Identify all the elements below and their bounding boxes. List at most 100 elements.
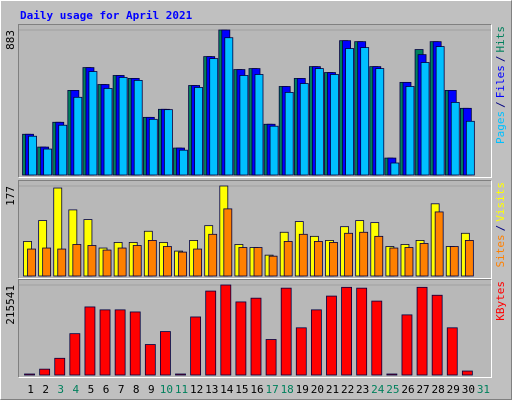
bar [175, 373, 186, 376]
bar [69, 333, 81, 376]
bar [84, 306, 96, 376]
legend-separator: / [494, 101, 507, 108]
bar [310, 309, 322, 376]
bar [345, 48, 354, 176]
x-tick-label: 25 [386, 383, 399, 396]
bar [313, 241, 323, 277]
x-tick-label: 5 [88, 383, 95, 396]
bar [283, 241, 293, 277]
bar [238, 247, 248, 277]
bar [359, 231, 369, 277]
bar [435, 46, 445, 176]
legend-entry: Hits [494, 26, 507, 53]
bar [464, 240, 474, 277]
bar [144, 344, 156, 376]
bar [239, 75, 249, 176]
bar [147, 240, 157, 277]
chart-title: Daily usage for April 2021 [20, 9, 193, 22]
legend-separator: / [494, 225, 507, 232]
x-tick-label: 21 [326, 383, 339, 396]
bar [209, 58, 219, 176]
bar [254, 74, 264, 176]
x-tick-label: 10 [160, 383, 173, 396]
y-tick-label: 883 [4, 30, 17, 50]
x-tick-label: 1 [27, 383, 34, 396]
bar [375, 68, 385, 176]
bar [446, 327, 458, 376]
bar [27, 248, 36, 277]
panel-bevel-light [18, 279, 492, 378]
bar [404, 247, 414, 277]
x-tick-label: 31 [477, 383, 490, 396]
bar [386, 373, 398, 376]
bar [179, 149, 188, 176]
bar [268, 255, 278, 277]
bar [72, 244, 82, 277]
bar [39, 368, 51, 376]
bar [360, 47, 370, 176]
bar [118, 77, 128, 176]
bar [250, 297, 262, 376]
x-tick-label: 4 [73, 383, 80, 396]
bar [129, 311, 141, 376]
x-tick-label: 3 [57, 383, 64, 396]
bar [224, 37, 234, 176]
bar [133, 80, 143, 176]
bar [163, 246, 172, 277]
panel-bevel-light [18, 24, 492, 178]
x-tick-label: 12 [190, 383, 203, 396]
x-tick-label: 9 [148, 383, 155, 396]
bar [356, 287, 368, 376]
bar [314, 68, 324, 176]
bar [42, 247, 52, 277]
bar [389, 247, 399, 277]
bar [160, 331, 171, 376]
bar [299, 83, 309, 176]
x-tick-label: 24 [371, 383, 385, 396]
x-tick-label: 7 [118, 383, 125, 396]
bar [24, 373, 35, 376]
panel-bevel-dark [18, 279, 492, 378]
bar [220, 284, 232, 376]
x-tick-label: 15 [235, 383, 248, 396]
bar [73, 96, 83, 176]
bar [88, 71, 98, 176]
bar [431, 294, 443, 376]
x-tick-label: 30 [462, 383, 475, 396]
bar [54, 357, 66, 376]
bar [208, 233, 218, 277]
y-tick-label: 215541 [4, 285, 17, 325]
legend-separator: / [494, 56, 507, 63]
bar [341, 286, 352, 376]
x-tick-label: 19 [296, 383, 309, 396]
legend-entry: KBytes [494, 281, 507, 321]
x-tick-label: 8 [133, 383, 140, 396]
bar [329, 242, 338, 277]
legend-label: KBytes [494, 281, 507, 321]
bar [405, 86, 415, 176]
legend-entry: Visits [494, 182, 507, 222]
x-tick-label: 13 [205, 383, 218, 396]
x-tick-label: 16 [250, 383, 263, 396]
bar [235, 301, 247, 376]
panel-bevel-light [18, 180, 492, 279]
x-tick-label: 26 [401, 383, 414, 396]
bar [194, 87, 204, 176]
bar [298, 233, 308, 277]
bar [99, 309, 111, 376]
bar [28, 135, 37, 176]
x-tick-label: 14 [220, 383, 234, 396]
bar [326, 295, 337, 376]
bar [280, 287, 292, 376]
legend-label: Pages / Files / Hits [494, 26, 507, 144]
bar [344, 232, 353, 277]
legend-label: Sites / Visits [494, 182, 507, 268]
bar [295, 327, 307, 376]
x-tick-label: 17 [265, 383, 278, 396]
bar [190, 316, 202, 376]
x-tick-label: 22 [341, 383, 354, 396]
bar [390, 162, 400, 176]
x-tick-label: 23 [356, 383, 369, 396]
bar [371, 300, 383, 376]
